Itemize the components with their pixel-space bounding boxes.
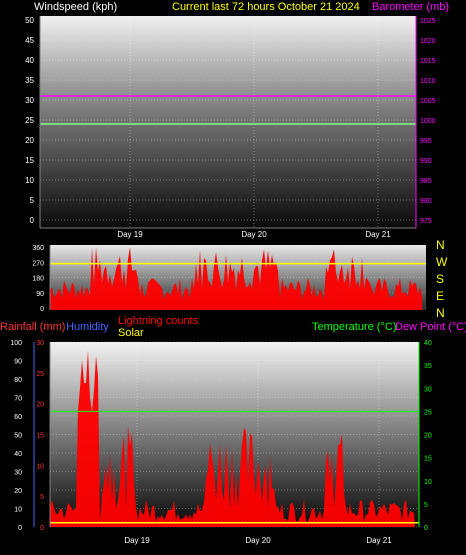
barometer-tick-label: 1025: [420, 18, 436, 25]
windspeed-tick-label: 5: [30, 196, 35, 205]
humidity-tick-label: 20: [14, 488, 22, 495]
humidity-tick-label: 10: [14, 507, 22, 514]
direction-letter-n-bottom: N: [436, 306, 445, 320]
direction-tick-label: 0: [40, 306, 44, 313]
bottom-day-tick-label: Day 19: [124, 536, 150, 545]
chart-title: Current last 72 hours October 21 2024: [172, 1, 360, 13]
windspeed-tick-label: 30: [25, 96, 34, 105]
windspeed-tick-label: 15: [25, 156, 34, 165]
humidity-tick-label: 100: [10, 340, 22, 347]
humidity-axis-label: Humidity: [66, 321, 109, 333]
direction-tick-label: 180: [32, 276, 44, 283]
humidity-tick-label: 0: [18, 525, 22, 532]
temperature-tick-label: 15: [424, 456, 432, 463]
barometer-tick-label: 980: [420, 198, 432, 205]
windspeed-tick-label: 10: [25, 176, 34, 185]
temperature-tick-label: 20: [424, 433, 432, 440]
humidity-tick-label: 90: [14, 359, 22, 366]
lightning-label: Lightning counts: [118, 315, 199, 327]
direction-tick-label: 90: [36, 291, 44, 298]
rainfall-tick-label: 25: [36, 371, 44, 378]
rainfall-tick-label: 20: [36, 402, 44, 409]
rainfall-tick-label: 10: [36, 463, 44, 470]
humidity-tick-label: 50: [14, 433, 22, 440]
humidity-tick-label: 30: [14, 470, 22, 477]
rainfall-axis-label: Rainfall (mm): [0, 321, 65, 333]
barometer-tick-label: 1000: [420, 118, 436, 125]
solar-label: Solar: [118, 327, 144, 339]
barometer-tick-label: 1020: [420, 38, 436, 45]
temperature-tick-label: 25: [424, 409, 432, 416]
humidity-tick-label: 60: [14, 414, 22, 421]
direction-letter-s: S: [436, 272, 444, 286]
barometer-tick-label: 995: [420, 138, 432, 145]
windspeed-tick-label: 35: [25, 76, 34, 85]
barometer-tick-label: 985: [420, 178, 432, 185]
top-plot-area: [40, 16, 416, 228]
windspeed-tick-label: 45: [25, 36, 34, 45]
windspeed-tick-label: 0: [30, 216, 35, 225]
windspeed-tick-label: 50: [25, 16, 34, 25]
direction-letter-w: W: [436, 255, 448, 269]
barometer-tick-label: 1005: [420, 98, 436, 105]
top-day-tick-label: Day 20: [241, 230, 267, 239]
rainfall-tick-label: 15: [36, 433, 44, 440]
barometer-tick-label: 1010: [420, 78, 436, 85]
barometer-tick-label: 1015: [420, 58, 436, 65]
bottom-day-tick-label: Day 21: [366, 536, 392, 545]
barometer-tick-label: 975: [420, 218, 432, 225]
windspeed-tick-label: 40: [25, 56, 34, 65]
direction-letter-e: E: [436, 289, 444, 303]
dewpoint-axis-label: Dew Point (°C): [395, 321, 466, 333]
temperature-tick-label: 35: [424, 363, 432, 370]
direction-tick-label: 360: [32, 245, 44, 252]
barometer-tick-label: 990: [420, 158, 432, 165]
bottom-day-tick-label: Day 20: [245, 536, 271, 545]
rainfall-tick-label: 0: [40, 525, 44, 532]
barometer-axis-label: Barometer (mb): [372, 1, 449, 13]
humidity-tick-label: 80: [14, 377, 22, 384]
temperature-tick-label: 0: [424, 525, 428, 532]
temperature-tick-label: 10: [424, 479, 432, 486]
windspeed-tick-label: 20: [25, 136, 34, 145]
rainfall-tick-label: 30: [36, 340, 44, 347]
humidity-tick-label: 70: [14, 396, 22, 403]
axes: [33, 16, 420, 527]
windspeed-axis-label: Windspeed (kph): [34, 1, 117, 13]
temperature-tick-label: 5: [424, 502, 428, 509]
wind-direction-trace: [50, 247, 422, 310]
windspeed-tick-label: 25: [25, 116, 34, 125]
direction-letter-n-top: N: [436, 238, 445, 252]
humidity-tick-label: 40: [14, 451, 22, 458]
rainfall-tick-label: 5: [40, 494, 44, 501]
temperature-tick-label: 30: [424, 386, 432, 393]
direction-tick-label: 270: [32, 260, 44, 267]
top-day-tick-label: Day 19: [117, 230, 143, 239]
lightning-area: [50, 350, 415, 527]
temperature-axis-label: Temperature (°C): [312, 321, 396, 333]
top-day-tick-label: Day 21: [365, 230, 391, 239]
temperature-tick-label: 40: [424, 340, 432, 347]
